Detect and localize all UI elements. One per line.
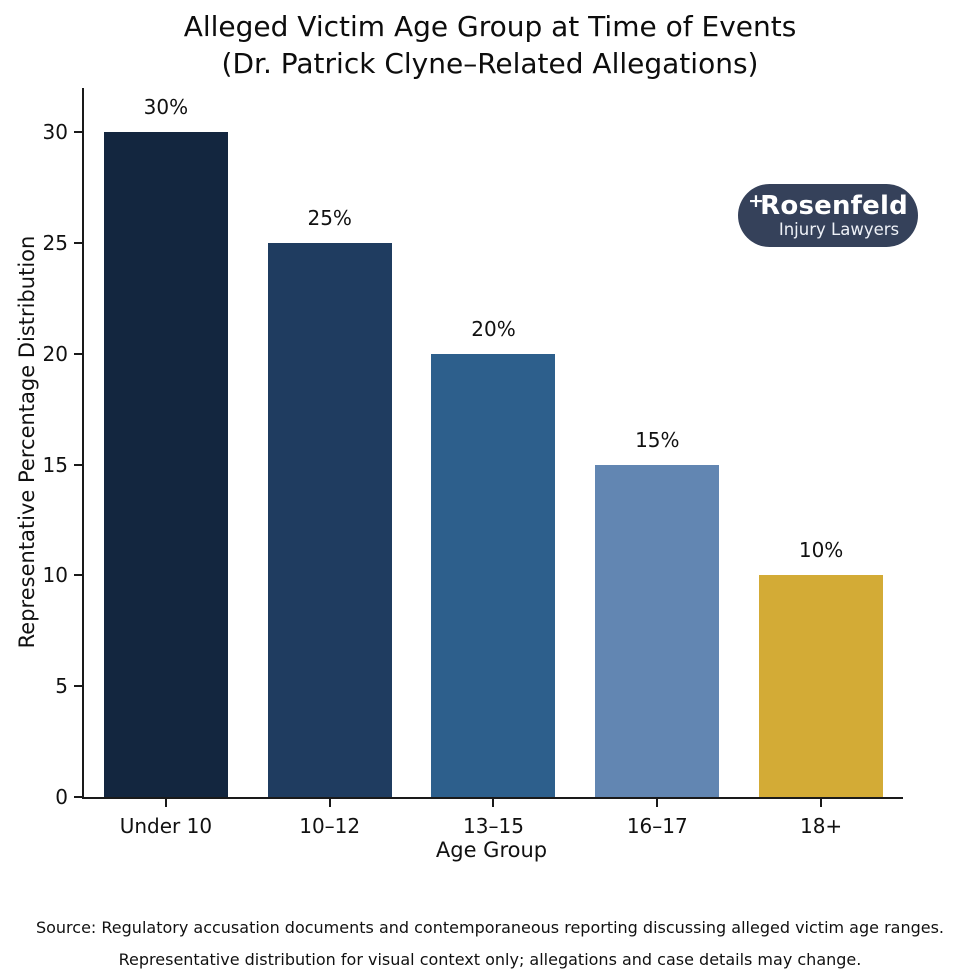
x-tick-label: 16–17	[626, 814, 688, 838]
logo-tagline: Injury Lawyers	[778, 219, 900, 239]
y-tick-label: 20	[42, 341, 68, 366]
x-tick-mark	[164, 799, 167, 807]
bar-value-label: 15%	[635, 427, 680, 452]
bar-18+	[759, 575, 884, 797]
source-line-1: Source: Regulatory accusation documents …	[35, 918, 945, 937]
y-tick-label: 0	[55, 785, 68, 809]
y-tick-label: 25	[42, 231, 68, 256]
y-tick-mark	[74, 131, 82, 134]
logo-name-text: Rosenfeld	[760, 190, 908, 221]
x-tick-label: 18+	[799, 814, 843, 838]
chart-subtitle: (Dr. Patrick Clyne–Related Allegations)	[221, 47, 759, 80]
bar-Under 10	[103, 132, 228, 797]
bar-slot: 20% 13–15	[412, 88, 576, 838]
chart-title-block: Alleged Victim Age Group at Time of Even…	[0, 8, 980, 82]
y-tick-mark	[74, 242, 82, 245]
x-tick-mark	[328, 799, 331, 807]
logo-cross-icon: +	[748, 189, 765, 212]
y-tick-label: 5	[55, 674, 68, 699]
x-tick-label: Under 10	[119, 814, 213, 838]
bar-13–15	[431, 353, 556, 797]
y-tick-mark	[74, 574, 82, 577]
logo-badge: +Rosenfeld Injury Lawyers	[738, 184, 918, 247]
y-tick-label: 15	[42, 452, 68, 477]
chart-title: Alleged Victim Age Group at Time of Even…	[183, 10, 797, 43]
y-tick-label: 30	[42, 120, 68, 145]
y-tick-mark	[74, 796, 82, 798]
x-tick-mark	[656, 799, 659, 807]
plot-area: 0 5 10 15 20 25 30 30% Under 10 25% 10–12 20% 13–15 1…	[43, 88, 903, 838]
y-tick-mark	[74, 463, 82, 466]
logo-name: +Rosenfeld	[748, 190, 908, 221]
y-tick-label: 10	[42, 563, 68, 588]
x-tick-label: 10–12	[299, 814, 361, 838]
bar-value-label: 30%	[143, 95, 189, 120]
bar-value-label: 10%	[798, 538, 844, 563]
x-axis-label: Age Group	[435, 838, 548, 862]
bar-value-label: 20%	[471, 316, 516, 341]
bar-slot: 10% 18+	[739, 88, 903, 838]
x-tick-mark	[820, 799, 823, 807]
x-tick-label: 13–15	[463, 814, 524, 838]
y-tick-mark	[74, 685, 82, 688]
source-line-2: Representative distribution for visual c…	[118, 950, 862, 969]
x-tick-mark	[492, 799, 495, 807]
bar-10–12	[267, 243, 392, 797]
bar-slot: 30% Under 10	[84, 88, 248, 838]
bar-slot: 25% 10–12	[248, 88, 412, 838]
bar-value-label: 25%	[307, 206, 352, 231]
bar-16–17	[595, 464, 720, 797]
y-tick-mark	[74, 352, 82, 355]
bar-slot: 15% 16–17	[575, 88, 739, 838]
